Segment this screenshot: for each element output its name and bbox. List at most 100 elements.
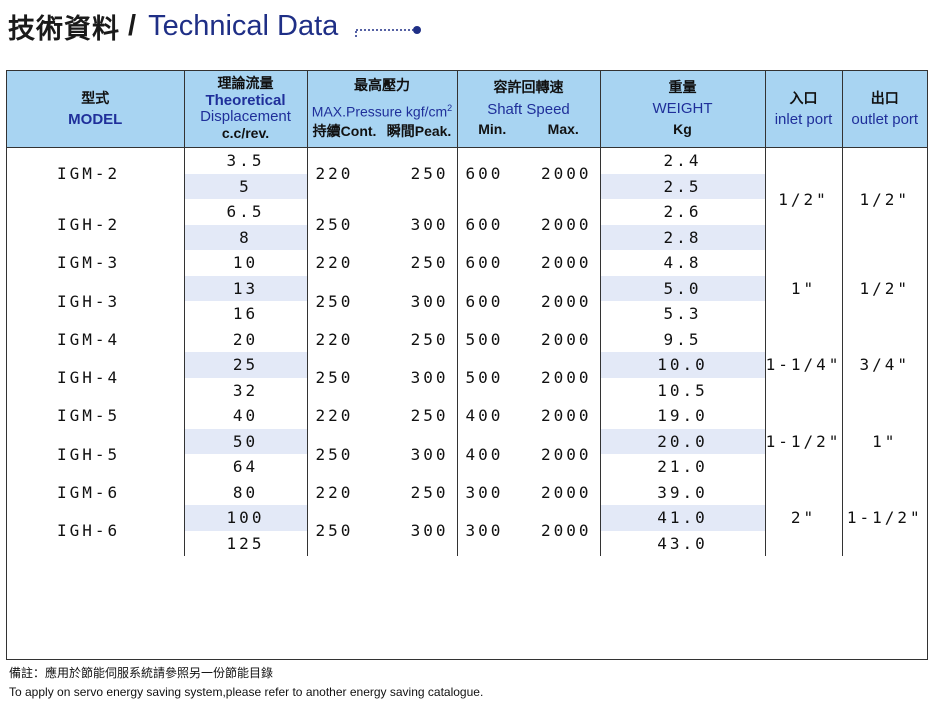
weight-value: 10.5 bbox=[599, 377, 765, 403]
speed-min: 400 bbox=[465, 444, 504, 464]
model-name: IGH-2 bbox=[57, 215, 121, 234]
speed-cell: 300 2000 bbox=[456, 479, 600, 505]
speed-pair: 600 2000 bbox=[458, 215, 600, 234]
model-name: IGM-6 bbox=[57, 482, 121, 502]
displacement-value: 5 bbox=[183, 173, 307, 199]
speed-max: 2000 bbox=[540, 368, 592, 387]
pressure-cell: 220 250 bbox=[306, 326, 457, 352]
speed-pair: 300 2000 bbox=[458, 483, 600, 502]
pressure-pair: 220 250 bbox=[308, 406, 457, 425]
speed-min: 300 bbox=[465, 521, 504, 540]
table-row: IGH-4 250 300 500 2000 bbox=[7, 352, 927, 403]
speed-pair: 600 2000 bbox=[458, 164, 600, 183]
speed-max: 2000 bbox=[540, 291, 592, 311]
speed-min: 600 bbox=[465, 215, 504, 234]
model-name: IGH-4 bbox=[57, 368, 121, 387]
pressure-cont: 250 bbox=[315, 368, 354, 387]
speed-cell: 600 2000 bbox=[456, 147, 600, 199]
speed-max: 2000 bbox=[540, 215, 592, 234]
displacement-value: 20 bbox=[183, 326, 307, 352]
pressure-peak: 250 bbox=[410, 253, 449, 273]
header-displacement: 理論流量 Theoretical Displacement c.c/rev. bbox=[183, 71, 307, 148]
displacement-value: 50 bbox=[183, 428, 307, 454]
displacement-value: 64 bbox=[183, 454, 307, 480]
header-shaft-speed: 容許回轉速 Shaft Speed Min. Max. bbox=[456, 71, 600, 148]
heading-dotted-line-icon bbox=[355, 26, 421, 37]
outlet-port-value: 1/2" bbox=[841, 250, 927, 327]
pressure-cell: 220 250 bbox=[306, 147, 457, 199]
pressure-cont: 220 bbox=[315, 406, 354, 426]
pressure-cell: 250 300 bbox=[306, 428, 457, 480]
speed-pair: 400 2000 bbox=[458, 406, 600, 425]
speed-cell: 600 2000 bbox=[456, 199, 600, 250]
pressure-pair: 250 300 bbox=[308, 215, 457, 234]
inlet-port-value: 1" bbox=[764, 250, 842, 327]
pressure-cont: 220 bbox=[315, 253, 354, 273]
displacement-value: 80 bbox=[183, 479, 307, 505]
header-model: 型式 MODEL bbox=[7, 71, 184, 148]
pressure-peak: 300 bbox=[410, 368, 449, 387]
speed-min: 500 bbox=[465, 368, 504, 387]
speed-cell: 400 2000 bbox=[456, 403, 600, 429]
pressure-pair: 250 300 bbox=[308, 368, 457, 387]
pressure-pair: 250 300 bbox=[308, 292, 457, 311]
speed-min: 500 bbox=[465, 329, 504, 349]
outlet-port-value: 3/4" bbox=[841, 326, 927, 403]
speed-min: 300 bbox=[465, 482, 504, 502]
speed-max: 2000 bbox=[540, 329, 592, 349]
pressure-cont: 250 bbox=[315, 291, 354, 311]
pressure-cont: 220 bbox=[315, 482, 354, 502]
inlet-port-value: 2" bbox=[764, 479, 842, 556]
displacement-value: 125 bbox=[183, 530, 307, 556]
model-name: IGM-2 bbox=[57, 164, 121, 183]
weight-value: 39.0 bbox=[599, 479, 765, 505]
heading-zh: 技術資料 bbox=[8, 13, 120, 45]
weight-value: 43.0 bbox=[599, 530, 765, 556]
pressure-pair: 220 250 bbox=[308, 253, 457, 272]
speed-pair: 500 2000 bbox=[458, 368, 600, 387]
pressure-pair: 220 250 bbox=[308, 483, 457, 502]
weight-value: 10.0 bbox=[599, 352, 765, 378]
speed-cell: 500 2000 bbox=[456, 352, 600, 403]
pressure-pair: 220 250 bbox=[308, 330, 457, 349]
speed-max: 2000 bbox=[540, 444, 592, 464]
pressure-peak: 250 bbox=[410, 329, 449, 349]
outlet-port-value: 1/2" bbox=[841, 147, 927, 250]
speed-pair: 600 2000 bbox=[458, 253, 600, 272]
weight-value: 2.6 bbox=[599, 199, 765, 225]
displacement-value: 10 bbox=[183, 250, 307, 276]
displacement-value: 16 bbox=[183, 301, 307, 327]
displacement-value: 3.5 bbox=[183, 147, 307, 174]
speed-cell: 400 2000 bbox=[456, 428, 600, 480]
speed-pair: 400 2000 bbox=[458, 445, 600, 464]
speed-cell: 300 2000 bbox=[456, 505, 600, 556]
speed-max: 2000 bbox=[540, 482, 592, 502]
pressure-cont: 250 bbox=[315, 521, 354, 540]
speed-min: 600 bbox=[465, 164, 504, 183]
weight-value: 4.8 bbox=[599, 250, 765, 276]
table-row: IGH-5 250 300 400 2000 bbox=[7, 428, 927, 480]
pressure-cell: 220 250 bbox=[306, 403, 457, 429]
pressure-peak: 250 bbox=[410, 406, 449, 426]
weight-value: 2.5 bbox=[599, 173, 765, 199]
pressure-cont: 220 bbox=[315, 164, 354, 183]
weight-value: 2.4 bbox=[599, 147, 765, 174]
model-name: IGH-3 bbox=[57, 291, 121, 311]
pressure-cell: 250 300 bbox=[306, 505, 457, 556]
heading-en: Technical Data bbox=[148, 9, 339, 42]
model-name: IGM-4 bbox=[57, 329, 121, 349]
pressure-cell: 250 300 bbox=[306, 275, 457, 327]
speed-cell: 600 2000 bbox=[456, 250, 600, 276]
model-name: IGH-6 bbox=[57, 521, 121, 540]
displacement-value: 32 bbox=[183, 377, 307, 403]
inlet-port-value: 1-1/4" bbox=[764, 326, 842, 403]
weight-value: 5.0 bbox=[599, 275, 765, 301]
pressure-cont: 250 bbox=[315, 444, 354, 464]
pressure-peak: 250 bbox=[410, 164, 449, 183]
pressure-peak: 250 bbox=[410, 482, 449, 502]
pressure-cont: 250 bbox=[315, 215, 354, 234]
pressure-peak: 300 bbox=[410, 521, 449, 540]
speed-min: 600 bbox=[465, 253, 504, 273]
speed-max: 2000 bbox=[540, 164, 592, 183]
table-row: IGH-3 250 300 600 2000 bbox=[7, 275, 927, 327]
